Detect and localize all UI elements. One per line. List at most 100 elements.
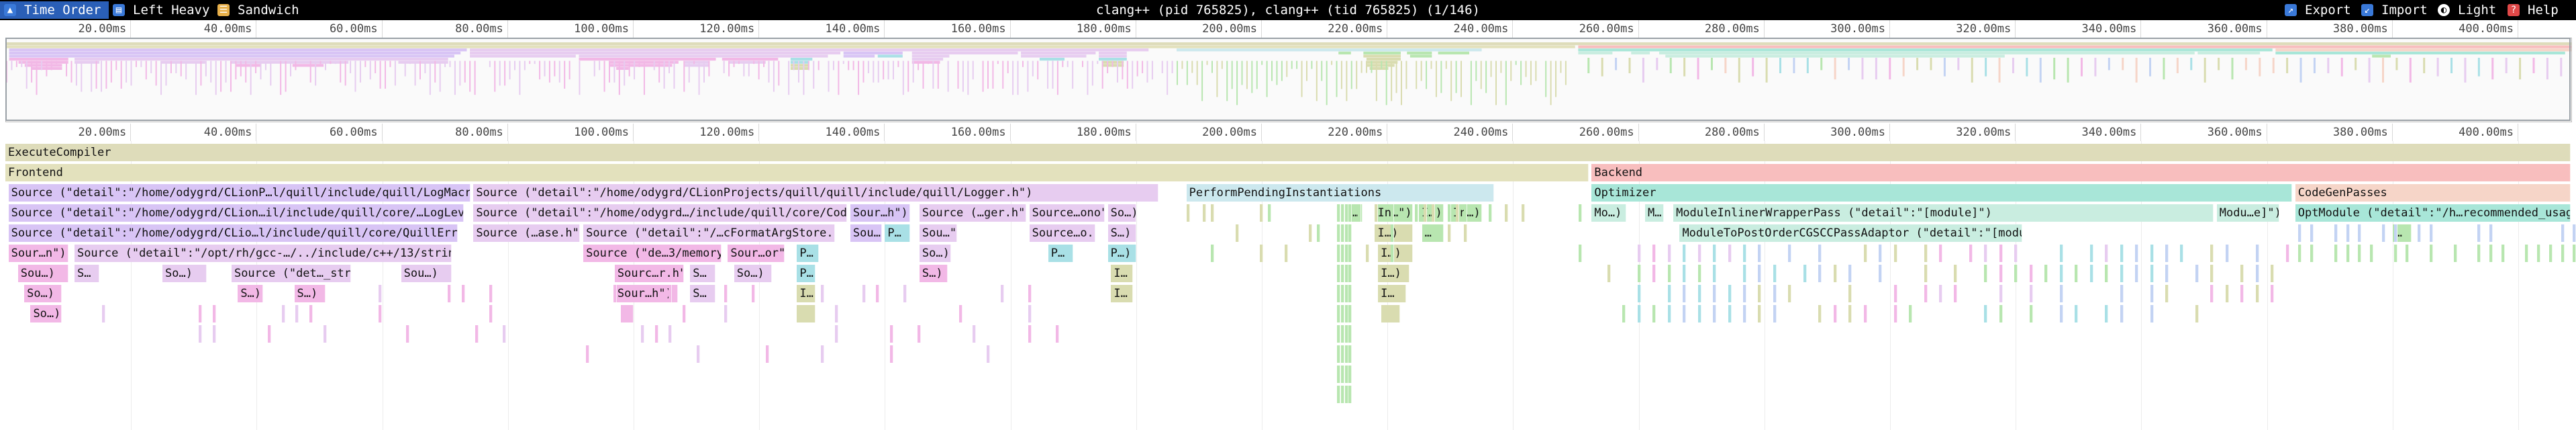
flame-frame-sliver[interactable] [2406, 245, 2410, 262]
flame-frame-sliver[interactable] [1969, 245, 1973, 262]
flame-frame-sliver[interactable] [1683, 245, 1687, 262]
flame-frame-sliver[interactable] [2120, 285, 2124, 302]
flame-frame-sliver[interactable] [1984, 245, 1988, 262]
flame-frame-sliver[interactable] [2120, 265, 2124, 282]
flame-frame-sliver[interactable] [1667, 245, 1671, 262]
flame-frame-sliver[interactable] [918, 325, 922, 343]
flame-frame-sliver[interactable] [2240, 285, 2244, 302]
flame-frame-sliver[interactable] [958, 305, 962, 322]
flame-frame-sliver[interactable] [1637, 265, 1641, 282]
flame-frame-sliver[interactable] [751, 285, 755, 302]
flame-frame-sliver[interactable] [309, 305, 313, 322]
flame-frame[interactable]: Source ("det…_string.h") [231, 265, 351, 282]
flame-frame-sliver[interactable] [1578, 245, 1582, 262]
flame-frame[interactable]: Source ("detail":"/…cFormatArgStore.h") [583, 224, 835, 242]
flame-frame-sliver[interactable] [2561, 224, 2565, 242]
flame-frame-sliver[interactable] [2310, 245, 2314, 262]
flame-frame-sliver[interactable] [1348, 366, 1352, 383]
flame-frame-sliver[interactable] [1607, 265, 1611, 282]
flame-frame[interactable] [621, 305, 634, 322]
flame-frame[interactable] [1381, 305, 1400, 322]
flame-frame[interactable]: Sour…h") [850, 204, 910, 222]
flame-frame-sliver[interactable] [1028, 305, 1032, 322]
flame-frame-sliver[interactable] [2489, 224, 2493, 242]
flame-frame-sliver[interactable] [834, 305, 838, 322]
flame-frame-sliver[interactable] [1505, 204, 1509, 222]
flame-frame[interactable]: P… [797, 265, 816, 282]
flame-frame-sliver[interactable] [2255, 285, 2259, 302]
flame-frame-sliver[interactable] [1924, 265, 1928, 282]
flame-frame-sliver[interactable] [2334, 245, 2338, 262]
flame-frame[interactable]: I… [797, 285, 816, 302]
flame-frame-sliver[interactable] [1909, 305, 1913, 322]
flame-frame-sliver[interactable] [1818, 245, 1822, 262]
flame-frame-sliver[interactable] [2105, 265, 2109, 282]
flame-frame[interactable]: I…) [1378, 245, 1413, 262]
flame-frame-sliver[interactable] [1358, 204, 1362, 222]
flame-frame-sliver[interactable] [1337, 245, 1341, 262]
flame-frame-sliver[interactable] [1464, 204, 1468, 222]
flame-frame-sliver[interactable] [1000, 285, 1004, 302]
flame-frame-sliver[interactable] [1758, 265, 1762, 282]
flame-frame-sliver[interactable] [973, 325, 977, 343]
flame-frame-sliver[interactable] [1348, 305, 1352, 322]
flame-frame-sliver[interactable] [1337, 386, 1341, 403]
flame-frame-sliver[interactable] [1344, 305, 1348, 322]
flame-frame-sliver[interactable] [1337, 305, 1341, 322]
flame-frame-sliver[interactable] [1667, 305, 1671, 322]
flame-frame-sliver[interactable] [2310, 224, 2314, 242]
flame-frame[interactable]: Sou…") [919, 224, 958, 242]
flame-frame-sliver[interactable] [1344, 265, 1348, 282]
flame-frame[interactable]: Sou…) [17, 265, 68, 282]
flame-frame-sliver[interactable] [1879, 265, 1883, 282]
flame-frame-sliver[interactable] [2298, 224, 2302, 242]
flame-frame[interactable]: So…) [1107, 204, 1136, 222]
flame-frame-sliver[interactable] [1713, 265, 1717, 282]
flame-frame-sliver[interactable] [1344, 325, 1348, 343]
flame-frame-sliver[interactable] [2430, 224, 2434, 242]
flame-frame[interactable]: S… [74, 265, 100, 282]
flame-frame-sliver[interactable] [765, 345, 769, 363]
flame-frame-sliver[interactable] [2165, 285, 2169, 302]
flame-frame-sliver[interactable] [1337, 224, 1341, 242]
flame-frame[interactable]: ExecuteCompiler [5, 144, 2571, 161]
flame-frame-sliver[interactable] [489, 305, 493, 322]
flame-frame-sliver[interactable] [1652, 245, 1656, 262]
flame-frame-sliver[interactable] [1893, 285, 1897, 302]
flame-frame-sliver[interactable] [2489, 245, 2493, 262]
flame-frame-sliver[interactable] [1637, 285, 1641, 302]
flame-frame-sliver[interactable] [2346, 224, 2350, 242]
flame-frame[interactable]: P… [885, 224, 910, 242]
flame-frame[interactable]: P… [797, 245, 820, 262]
flame-frame[interactable]: S…) [294, 285, 326, 302]
flame-frame-sliver[interactable] [2477, 224, 2481, 242]
flame-frame[interactable]: ModuleInlinerWrapperPass ("detail":"[mod… [1673, 204, 2214, 222]
flame-frame-sliver[interactable] [2195, 305, 2199, 322]
flame-frame[interactable]: S…) [919, 265, 948, 282]
flame-frame-sliver[interactable] [889, 325, 893, 343]
flame-frame[interactable]: Backend [1591, 164, 2571, 181]
flame-frame-sliver[interactable] [2029, 305, 2033, 322]
flame-frame[interactable]: Sou…) [401, 265, 452, 282]
flame-frame-sliver[interactable] [1348, 265, 1352, 282]
flame-frame-sliver[interactable] [212, 325, 216, 343]
flame-frame[interactable]: Modu…e]") [2216, 204, 2280, 222]
flame-frame-sliver[interactable] [903, 285, 907, 302]
flame-frame-sliver[interactable] [2059, 245, 2063, 262]
flame-frame-sliver[interactable] [1390, 204, 1394, 222]
flame-frame-sliver[interactable] [2210, 285, 2214, 302]
flame-frame-sliver[interactable] [1340, 325, 1344, 343]
flame-frame-sliver[interactable] [2059, 265, 2063, 282]
flame-frame-sliver[interactable] [2165, 265, 2169, 282]
flame-frame[interactable]: So…) [24, 285, 62, 302]
flame-frame-sliver[interactable] [2150, 285, 2154, 302]
flame-frame-sliver[interactable] [1317, 224, 1321, 242]
flame-frame-sliver[interactable] [1999, 285, 2003, 302]
flame-frame-sliver[interactable] [1309, 224, 1313, 242]
flame-frame-sliver[interactable] [1431, 204, 1435, 222]
flame-frame-sliver[interactable] [1818, 305, 1822, 322]
flame-frame-sliver[interactable] [1637, 305, 1641, 322]
flame-frame-sliver[interactable] [2561, 245, 2565, 262]
flame-frame[interactable]: Frontend [5, 164, 1589, 181]
flame-frame[interactable]: OptModule ("detail":"/h…recommended_usag… [2295, 204, 2571, 222]
